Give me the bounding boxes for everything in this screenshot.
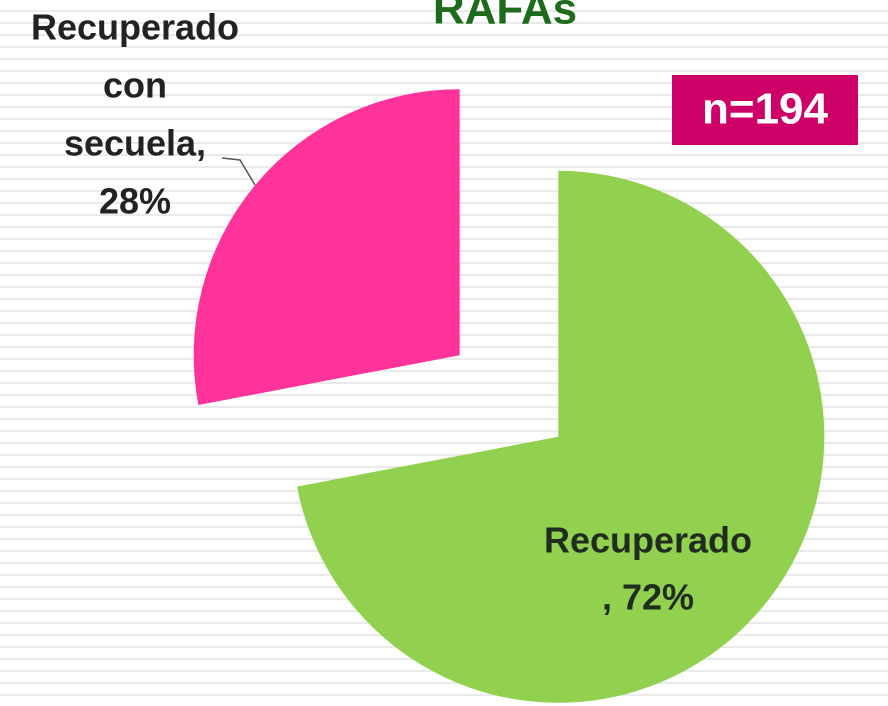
pie-slice (297, 170, 825, 703)
data-label: con (103, 65, 167, 106)
data-label: Recuperado (544, 520, 752, 561)
chart-title: RAFAs (433, 0, 577, 34)
pie-slice (193, 89, 460, 406)
annotation: n=194 (702, 85, 829, 134)
data-label: Recuperado (31, 7, 239, 48)
data-label: secuela, (64, 123, 206, 164)
data-label: , 72% (602, 577, 694, 618)
annotation-box (672, 75, 858, 145)
data-label: 28% (99, 181, 171, 222)
leader-line (221, 157, 256, 186)
